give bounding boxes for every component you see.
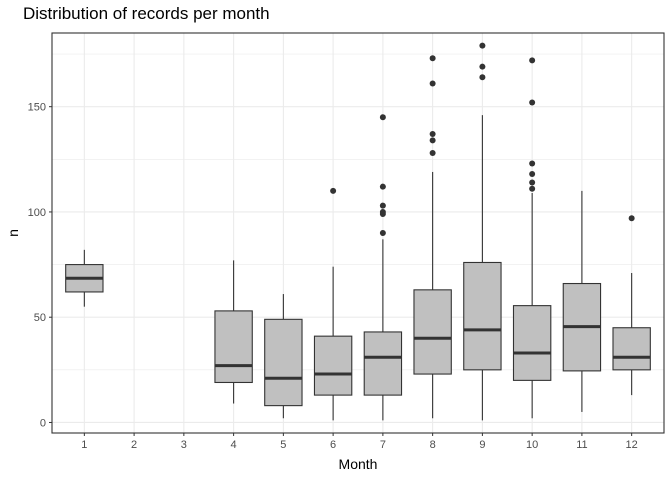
box-iqr [264,318,303,407]
x-tick-label: 3 [181,439,187,451]
outlier-point [529,185,536,192]
outlier-point [429,150,436,156]
outlier-point [529,99,536,106]
outlier-point [330,187,337,194]
outlier-point [379,202,386,209]
x-axis-label: Month [339,456,378,472]
y-tick-label: 50 [34,312,46,324]
outlier-point [628,215,635,222]
y-tick-label: 0 [40,417,46,429]
x-tick-label: 5 [280,439,286,451]
x-tick-label: 12 [626,439,638,451]
box-iqr [363,331,403,396]
outlier-point [529,57,536,64]
x-tick-label: 4 [231,439,237,451]
outlier-point [379,230,386,236]
outlier-point [479,42,486,49]
x-tick-label: 7 [380,439,386,451]
x-tick-label: 11 [576,439,587,451]
x-tick-label: 10 [526,439,538,451]
outlier-point [529,171,536,178]
box-iqr [612,327,651,371]
outlier-point [429,80,436,87]
y-tick-label: 150 [28,102,46,114]
outlier-point [529,179,536,186]
outlier-point [379,114,386,121]
chart-title: Distribution of records per month [23,4,270,23]
outlier-point [429,55,436,62]
outlier-point [479,74,486,81]
box-iqr [214,310,253,384]
x-tick-label: 9 [479,439,485,451]
outlier-point [379,183,386,190]
x-tick-label: 1 [81,439,87,451]
x-tick-label: 2 [131,439,137,451]
box-iqr [313,335,353,396]
outlier-point [479,63,486,70]
y-tick-label: 100 [28,207,46,219]
outlier-point [529,160,536,167]
outlier-point [429,137,436,144]
y-axis-label: n [5,229,21,237]
x-tick-label: 6 [330,439,336,451]
x-tick-label: 8 [430,439,436,451]
outlier-point [429,131,436,138]
outlier-point [379,208,386,215]
box-iqr [512,305,552,381]
box-iqr [463,261,502,371]
panel-border [51,32,665,434]
box-iqr [413,289,452,375]
